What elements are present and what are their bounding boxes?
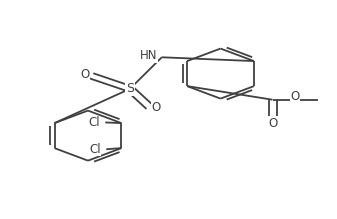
Text: HN: HN [140, 49, 158, 62]
Text: Cl: Cl [89, 143, 101, 156]
Text: O: O [291, 90, 300, 103]
Text: O: O [81, 68, 90, 81]
Text: Cl: Cl [88, 116, 100, 129]
Text: O: O [151, 101, 161, 115]
Text: S: S [126, 82, 134, 95]
Text: O: O [268, 117, 277, 130]
